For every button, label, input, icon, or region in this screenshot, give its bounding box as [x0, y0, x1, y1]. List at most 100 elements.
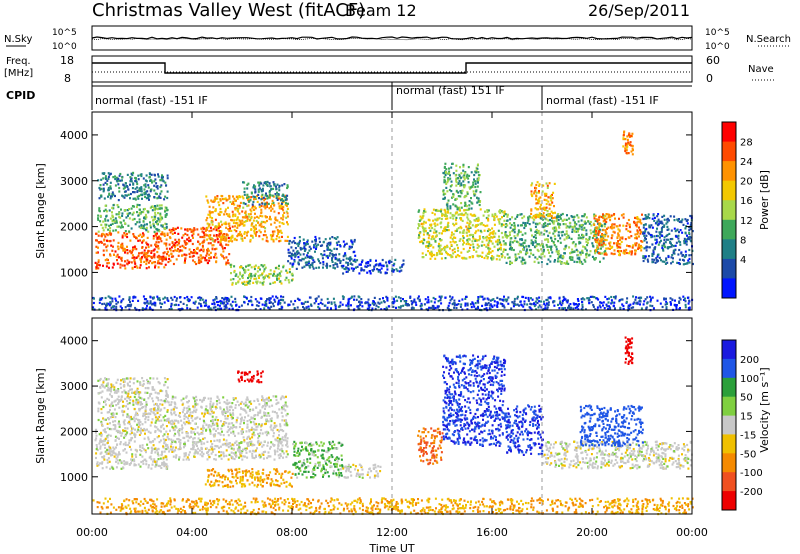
- data-cell: [362, 269, 365, 272]
- data-cell: [304, 256, 307, 259]
- data-cell: [251, 203, 254, 206]
- data-cell: [438, 209, 441, 212]
- data-cell: [477, 174, 480, 177]
- scatter-region: [94, 231, 169, 270]
- data-cell: [454, 198, 457, 201]
- data-cell: [234, 208, 237, 211]
- data-cell: [104, 204, 107, 207]
- data-cell: [157, 244, 160, 248]
- data-cell: [542, 223, 545, 226]
- data-cell: [95, 452, 98, 455]
- data-cell: [497, 229, 500, 232]
- data-cell: [624, 142, 627, 145]
- data-cell: [539, 214, 542, 217]
- data-cell: [547, 213, 550, 216]
- data-cell: [531, 298, 534, 301]
- data-cell: [240, 265, 243, 268]
- data-cell: [457, 182, 460, 185]
- data-cell: [114, 439, 117, 442]
- data-cell: [115, 307, 118, 310]
- data-cell: [286, 271, 289, 274]
- data-cell: [547, 301, 550, 304]
- data-cell: [204, 229, 207, 233]
- data-cell: [213, 303, 216, 306]
- data-cell: [474, 193, 477, 196]
- data-cell: [144, 302, 146, 305]
- data-cell: [487, 252, 490, 255]
- data-cell: [328, 301, 330, 304]
- data-cell: [492, 232, 494, 235]
- data-cell: [112, 229, 115, 232]
- data-cell: [545, 218, 548, 221]
- data-cell: [607, 213, 610, 216]
- data-cell: [156, 436, 159, 439]
- data-cell: [607, 216, 610, 219]
- data-cell: [594, 249, 597, 252]
- data-cell: [220, 300, 223, 303]
- data-cell: [531, 216, 534, 219]
- data-cell: [600, 240, 603, 243]
- data-cell: [125, 232, 128, 236]
- data-cell: [474, 231, 477, 235]
- data-cell: [447, 225, 450, 228]
- data-cell: [426, 232, 429, 235]
- data-cell: [170, 307, 173, 311]
- data-cell: [536, 298, 539, 301]
- data-cell: [134, 428, 137, 431]
- data-cell: [118, 430, 121, 433]
- data-cell: [231, 215, 234, 218]
- data-cell: [469, 187, 471, 190]
- data-cell: [686, 234, 688, 237]
- data-cell: [243, 187, 246, 190]
- data-cell: [106, 234, 109, 237]
- data-cell: [634, 242, 637, 245]
- data-cell: [610, 302, 613, 305]
- data-cell: [456, 254, 459, 257]
- data-cell: [557, 257, 560, 260]
- data-cell: [514, 303, 517, 306]
- data-cell: [463, 241, 465, 244]
- data-cell: [516, 295, 519, 298]
- data-cell: [221, 245, 224, 248]
- data-cell: [165, 247, 168, 250]
- data-cell: [241, 275, 244, 278]
- data-cell: [546, 184, 549, 187]
- data-cell: [548, 207, 551, 210]
- data-cell: [164, 210, 166, 213]
- data-cell: [544, 221, 547, 225]
- data-cell: [111, 219, 114, 223]
- data-cell: [138, 225, 141, 228]
- data-cell: [663, 225, 666, 228]
- data-cell: [517, 252, 520, 256]
- data-cell: [300, 259, 303, 262]
- data-cell: [626, 297, 629, 300]
- data-cell: [433, 237, 436, 240]
- data-cell: [663, 260, 666, 263]
- data-cell: [338, 259, 341, 262]
- data-cell: [558, 226, 561, 229]
- data-cell: [277, 202, 280, 205]
- data-cell: [299, 239, 301, 242]
- data-cell: [244, 270, 247, 273]
- scatter-region: [97, 171, 169, 202]
- data-cell: [117, 248, 120, 251]
- data-cell: [156, 250, 159, 254]
- data-cell: [214, 196, 217, 199]
- data-cell: [626, 222, 629, 225]
- data-cell: [216, 225, 219, 228]
- data-cell: [270, 301, 272, 304]
- data-cell: [598, 218, 601, 222]
- data-cell: [250, 234, 252, 237]
- data-cell: [535, 183, 538, 187]
- data-cell: [590, 232, 593, 235]
- data-cell: [142, 307, 145, 310]
- data-cell: [290, 279, 293, 282]
- data-cell: [468, 225, 471, 229]
- data-cell: [462, 176, 465, 179]
- data-cell: [566, 214, 568, 217]
- data-cell: [499, 302, 502, 305]
- data-cell: [626, 138, 629, 141]
- data-cell: [98, 197, 101, 200]
- data-cell: [304, 300, 307, 304]
- data-cell: [271, 230, 274, 233]
